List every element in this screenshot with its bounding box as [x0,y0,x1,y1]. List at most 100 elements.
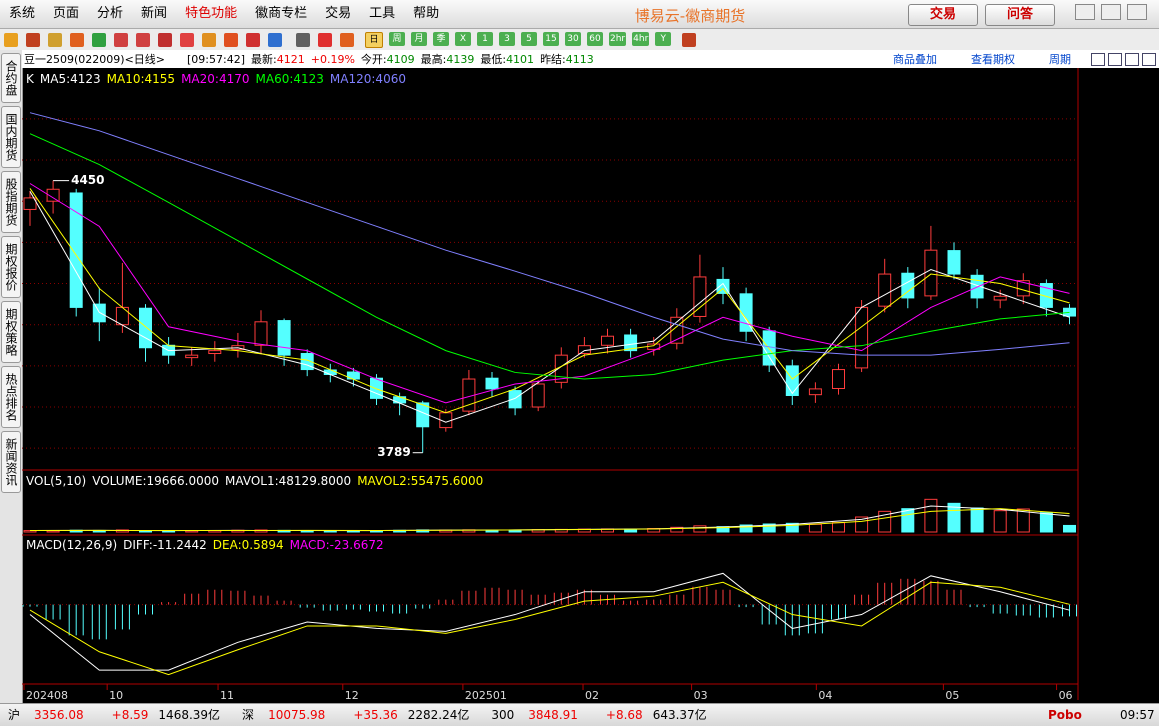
tool-icon[interactable] [340,32,354,47]
info-link[interactable]: 周期 [1049,53,1071,66]
candle-body [785,365,799,396]
menu: 系统 页面 分析 新闻 特色功能 徽商专栏 交易 工具 帮助 [0,0,1159,28]
tool-icon[interactable] [318,32,332,47]
maximize[interactable] [1101,4,1121,20]
period-button[interactable]: 2hr [609,31,627,46]
period-button[interactable]: X [455,31,471,46]
candle-body [1039,283,1053,308]
trade-button[interactable]: 交易 [908,4,978,26]
field-label: 最新: [251,53,277,66]
index-amount: 2282.24亿 [407,708,470,722]
menu-item[interactable]: 工具 [369,6,396,21]
x-tick-label: 04 [818,689,832,702]
tool-icon[interactable] [202,32,216,47]
period-button[interactable]: 季 [433,31,449,46]
period-buttons: 日周月季 X 1 3 5 15 30 60 2hr 4hr Y [362,31,674,48]
legend-title: MACD(12,26,9) [26,538,118,552]
volume-bar [993,510,1007,533]
legend-k: K [26,72,34,86]
candle-body [832,369,845,389]
field-label: 今开: [360,53,387,66]
tool-icon[interactable] [70,32,84,47]
period-button[interactable]: 5 [521,31,537,46]
tool-icon[interactable] [682,32,697,47]
chart: 4450 3789 202408 10 11 12 202501 02 03 04 05 06 [22,68,1079,702]
side-tab[interactable]: 期权报价 [1,236,21,298]
volume-bar [23,530,37,533]
tool-icon[interactable] [92,32,106,47]
candle-body [485,377,499,390]
menu-item[interactable]: 帮助 [413,6,440,21]
info-bar: 豆一2509(022009)<日线> [09:57:42] 最新: 4121 +0.19… [22,50,1159,68]
index-value: 3356.08 [34,708,84,722]
period-button[interactable]: 3 [499,31,515,46]
small-button[interactable] [1142,52,1156,66]
side-tab[interactable]: 合约盘 [1,53,21,103]
tool-icon[interactable] [296,32,310,47]
side-tab[interactable]: 股指期货 [1,171,21,233]
menu-item[interactable]: 新闻 [141,6,168,21]
volume-bar [1016,508,1030,533]
x-tick-label: 10 [109,689,123,702]
menu-item[interactable]: 分析 [97,6,124,21]
tool-icon[interactable] [158,32,172,47]
candle-body [277,320,291,356]
period-button[interactable]: 15 [543,31,559,46]
menu-item[interactable]: 交易 [325,6,352,21]
tool-icon[interactable] [224,32,238,47]
legend-entry: MA5:4123 [39,72,101,86]
candle-body [554,354,568,383]
tool-icon[interactable] [48,32,62,47]
candle-body [69,192,83,308]
index-value: 10075.98 [268,708,326,722]
menu-item[interactable]: 系统 [9,6,36,21]
volume-bar [785,522,799,533]
tool-icon[interactable] [268,32,282,47]
period-button[interactable]: 4hr [632,31,650,46]
legend-entry: MACD:-23.6672 [289,538,384,552]
qa-button[interactable]: 问答 [985,4,1055,26]
toolbar: 日周月季 X 1 3 5 15 30 60 2hr 4hr Y [0,29,1159,51]
candle-body [185,354,199,359]
period-button[interactable]: 30 [565,31,581,46]
side-tab[interactable]: 期权策略 [1,301,21,363]
menu-item[interactable]: 页面 [53,6,80,21]
candle-body [716,278,730,294]
menu-item[interactable]: 特色功能 [185,6,238,21]
tool-icon[interactable] [4,32,18,47]
field-label: 昨结: [540,53,566,66]
field-label: 最低: [480,53,507,66]
candle-body [393,396,407,404]
tool-icon[interactable] [246,32,260,47]
candle-body [370,377,383,399]
side-tab[interactable]: 新闻资讯 [1,431,21,493]
tool-icon[interactable] [180,32,194,47]
period-button[interactable]: 1 [477,31,493,46]
info-link[interactable]: 查看期权 [971,53,1015,66]
side-tab[interactable]: 热点排名 [1,366,21,428]
period-button[interactable]: Y [655,31,672,46]
tool-icon[interactable] [114,32,128,47]
small-button[interactable] [1108,52,1122,66]
index-amount: 1468.39亿 [158,708,221,722]
window-title: 博易云-徽商期货 [634,7,746,25]
period-button[interactable]: 周 [389,31,405,46]
period-button[interactable]: 日 [365,31,383,48]
minimize[interactable] [1075,4,1095,20]
menu-item[interactable]: 徽商专栏 [255,6,308,21]
small-button[interactable] [1125,52,1139,66]
candle-body [924,249,938,297]
brand: Pobo [1048,708,1082,722]
ma-line [29,133,1070,380]
close[interactable] [1127,4,1147,20]
info-link[interactable]: 商品叠加 [893,53,937,66]
candle-body [1063,307,1076,317]
legend-entry: DEA:0.5894 [212,538,284,552]
tool-icon[interactable] [26,32,40,47]
period-button[interactable]: 60 [587,31,603,46]
tool-icon[interactable] [136,32,150,47]
volume-bar [739,524,753,533]
side-tab[interactable]: 国内期货 [1,106,21,168]
period-button[interactable]: 月 [411,31,427,46]
small-button[interactable] [1091,52,1105,66]
